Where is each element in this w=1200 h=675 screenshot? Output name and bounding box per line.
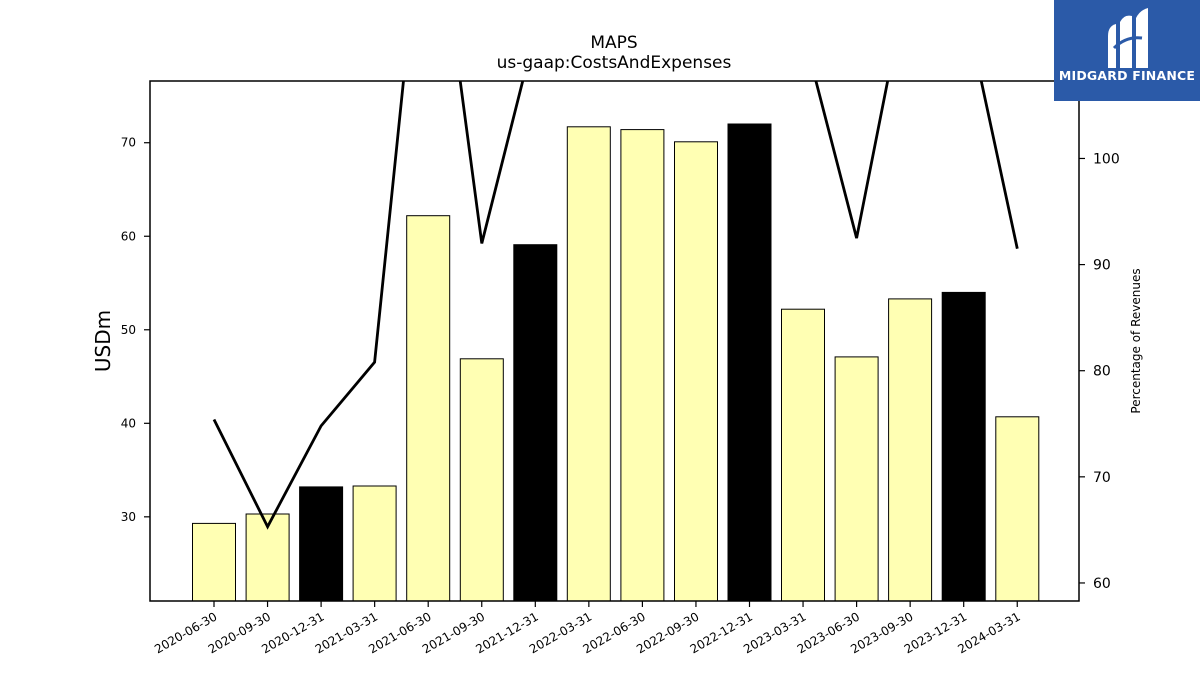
bar-2022-03-31 <box>566 126 611 601</box>
y2-tick-label: 80 <box>1093 364 1111 380</box>
bar-2024-03-31 <box>995 416 1040 601</box>
bar-2021-03-31 <box>352 485 397 601</box>
y2-tick-label: 70 <box>1093 470 1111 486</box>
chart-subtitle: us-gaap:CostsAndExpenses <box>497 53 732 73</box>
chart-title: MAPS <box>590 33 637 53</box>
bar-2023-09-30 <box>888 298 933 601</box>
midgard-logo-icon <box>1108 8 1148 68</box>
percentage-line <box>212 81 1019 530</box>
y-tick-label: 30 <box>121 510 136 524</box>
bar-2022-09-30 <box>674 141 718 601</box>
bar-2023-12-31 <box>941 291 986 601</box>
y-tick-label: 40 <box>121 416 136 430</box>
bar-2021-06-30 <box>406 215 451 601</box>
y-tick-label: 60 <box>121 229 136 243</box>
plot-frame <box>149 80 1080 602</box>
bar-2022-12-31 <box>727 123 772 601</box>
bar-2020-12-31 <box>299 486 344 601</box>
bar-2021-09-30 <box>459 358 504 601</box>
y2-tick-label: 100 <box>1093 151 1120 167</box>
midgard-finance-logo: MIDGARD FINANCE <box>1054 0 1200 101</box>
y-tick-label: 70 <box>121 136 136 150</box>
y2-axis-label: Percentage of Revenues <box>1129 268 1143 413</box>
y2-tick-label: 90 <box>1093 258 1111 274</box>
y-axis-label: USDm <box>91 310 115 372</box>
bar-2021-12-31 <box>513 244 558 601</box>
logo-text: MIDGARD FINANCE <box>1058 68 1196 83</box>
bar-2023-03-31 <box>781 308 825 601</box>
y-tick-label: 50 <box>121 323 136 337</box>
bar-2022-06-30 <box>620 129 665 601</box>
bar-2023-06-30 <box>834 356 879 601</box>
y2-tick-label: 60 <box>1093 576 1111 592</box>
bar-2020-06-30 <box>192 522 236 601</box>
